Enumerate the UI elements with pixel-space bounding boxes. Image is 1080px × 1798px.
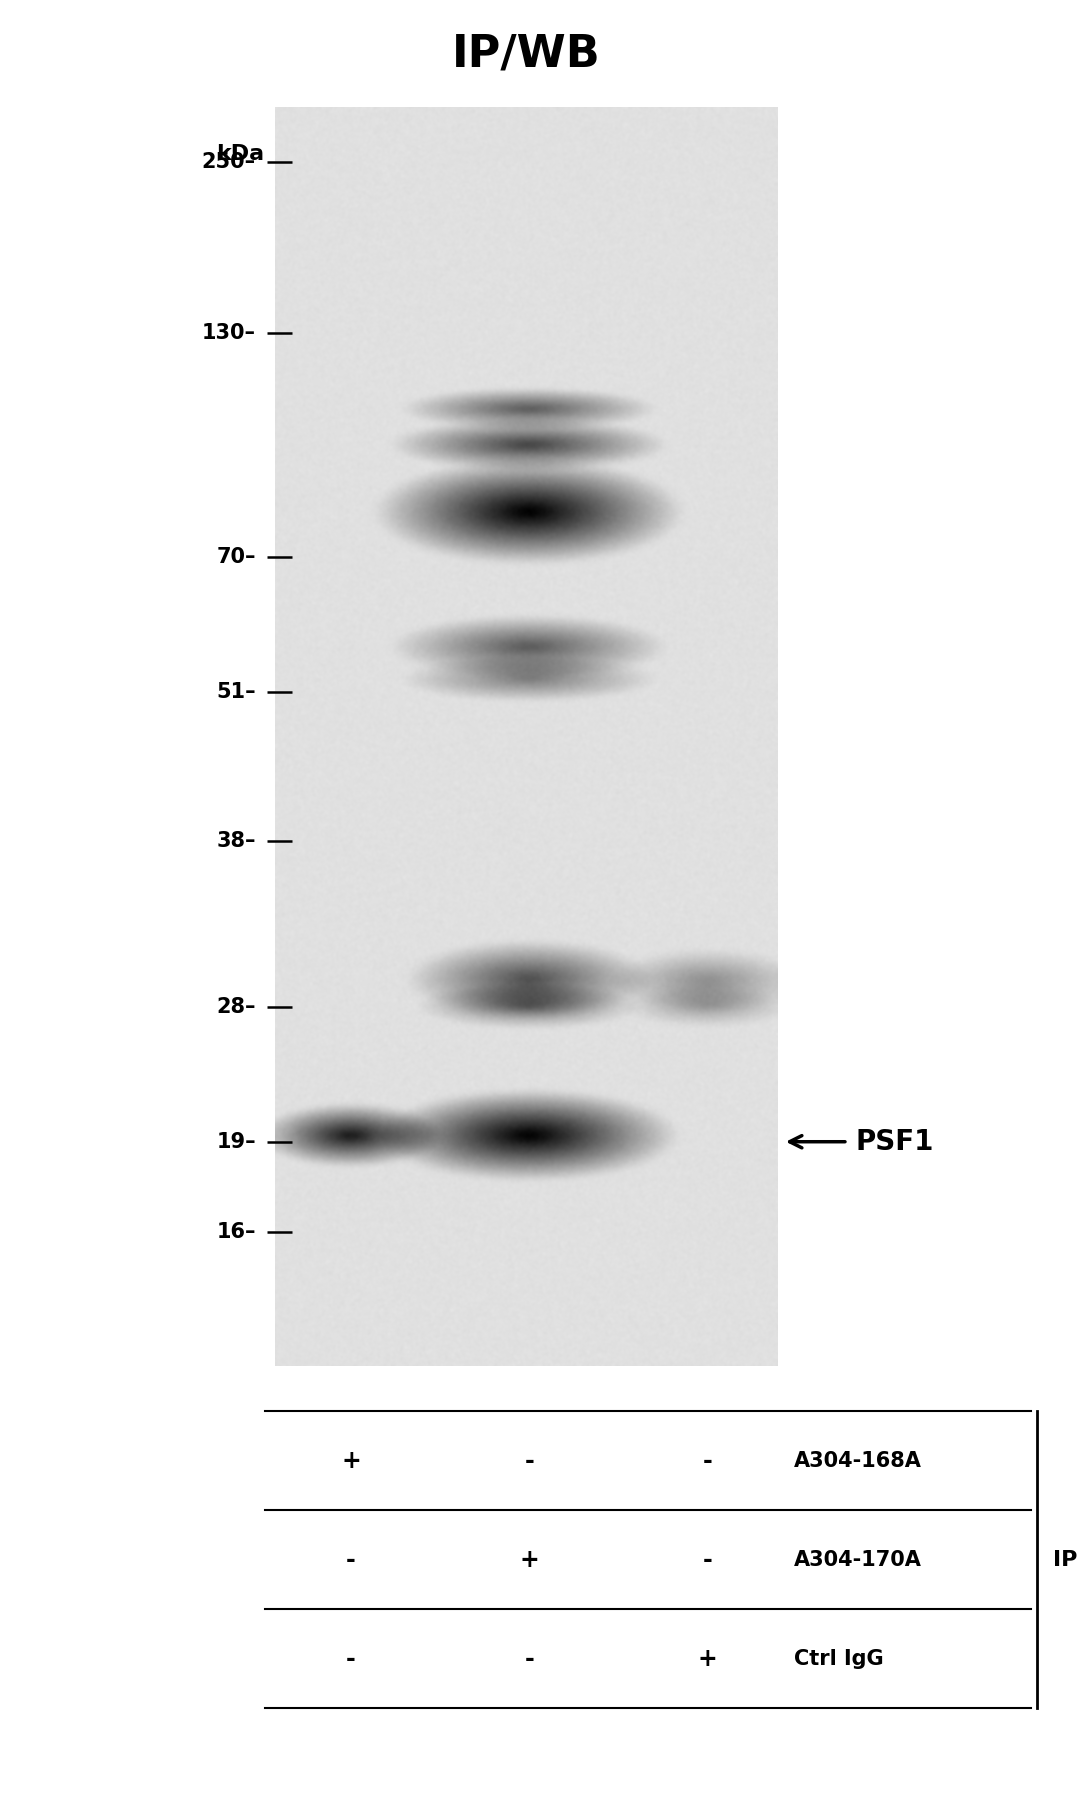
Text: PSF1: PSF1 bbox=[855, 1127, 934, 1156]
Text: -: - bbox=[524, 1647, 535, 1670]
Text: A304-168A: A304-168A bbox=[794, 1451, 921, 1471]
Text: Ctrl IgG: Ctrl IgG bbox=[794, 1649, 883, 1669]
Text: -: - bbox=[524, 1449, 535, 1473]
Text: +: + bbox=[698, 1647, 717, 1670]
Text: 51–: 51– bbox=[216, 681, 256, 703]
Text: 70–: 70– bbox=[216, 547, 256, 568]
Text: 16–: 16– bbox=[216, 1221, 256, 1242]
Text: 38–: 38– bbox=[216, 831, 256, 852]
Text: 130–: 130– bbox=[202, 322, 256, 343]
Text: IP: IP bbox=[1053, 1550, 1078, 1570]
Text: 250–: 250– bbox=[202, 151, 256, 173]
Text: -: - bbox=[346, 1647, 356, 1670]
Text: 19–: 19– bbox=[216, 1131, 256, 1153]
Text: kDa: kDa bbox=[216, 144, 265, 164]
Text: 28–: 28– bbox=[216, 996, 256, 1018]
Text: A304-170A: A304-170A bbox=[794, 1550, 921, 1570]
Text: IP/WB: IP/WB bbox=[453, 32, 600, 76]
Text: -: - bbox=[702, 1449, 713, 1473]
Text: -: - bbox=[346, 1548, 356, 1571]
Text: +: + bbox=[519, 1548, 539, 1571]
Text: +: + bbox=[341, 1449, 361, 1473]
Text: -: - bbox=[702, 1548, 713, 1571]
